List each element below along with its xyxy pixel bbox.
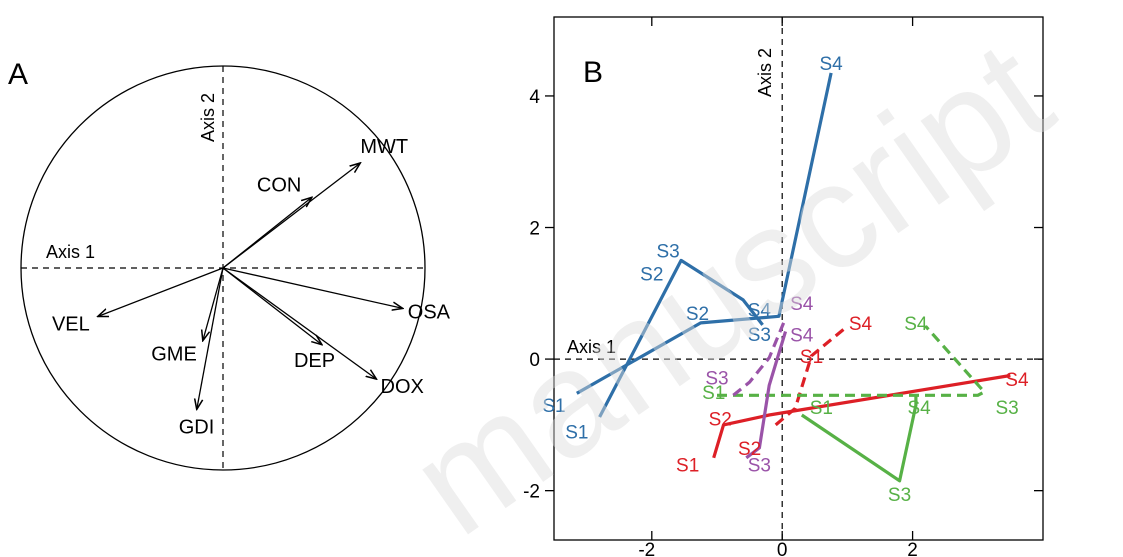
point-label: S4 [907,398,931,419]
vector-label-osa: OSA [408,301,451,323]
vector-arrow-gdi [197,267,224,409]
point-label: S3 [888,485,911,506]
x-tick-label: 0 [777,540,788,557]
x-tick-label: -2 [638,540,655,557]
trajectory-line-1 [576,72,833,395]
watermark: manuscript [382,8,1079,557]
point-label: S3 [748,325,771,346]
trajectory-line-7 [745,331,788,460]
point-label: S3 [748,455,771,476]
trajectory-line-8 [732,317,787,397]
vector-arrow-dep [222,267,322,345]
point-label: S1 [542,396,565,417]
point-label: S2 [640,265,663,286]
vector-arrow-con [222,197,312,269]
point-label: S3 [656,242,679,263]
point-label: S2 [709,409,732,430]
axis-2-label: Axis 2 [198,93,218,142]
point-label: S3 [705,369,728,390]
point-label: S1 [800,347,823,368]
point-label: S4 [819,54,843,75]
point-label: S4 [790,294,814,315]
point-label: S1 [565,422,588,443]
vector-label-con: CON [257,174,301,196]
panel-label: B [583,56,603,89]
y-tick-label: 2 [529,219,540,240]
vector-arrow-dox [222,267,377,379]
trajectory-line-6 [717,325,986,397]
trajectory-line-3 [712,373,1011,459]
point-label: S1 [810,398,833,419]
vector-arrow-gme [203,267,224,341]
plot-frame [553,16,1044,541]
axis-1-label: Axis 1 [46,242,95,262]
point-label: S2 [686,304,709,325]
vector-arrow-osa [222,267,403,308]
panel-label: A [8,58,28,91]
point-label: S4 [1005,370,1029,391]
vector-label-dox: DOX [381,376,424,398]
point-label: S4 [904,314,928,335]
point-label: S2 [738,439,761,460]
vector-label-dep: DEP [294,350,335,372]
point-label: S1 [702,383,725,404]
vector-label-mwt: MWT [360,136,408,158]
y-tick-label: -2 [523,482,540,503]
point-label: S3 [996,398,1019,419]
vector-arrow-vel [98,267,224,316]
x-tick-label: 2 [907,540,918,557]
point-label: S4 [790,326,814,347]
y-tick-label: 4 [529,87,540,108]
vector-label-gdi: GDI [179,416,215,438]
vector-label-vel: VEL [52,313,90,335]
panel-a-biplot: A Axis 1 Axis 2 MWT CON OSA DOX DEP VEL GME GDI [8,58,451,471]
point-label: S4 [748,301,772,322]
trajectory-line-4 [774,324,849,427]
y-tick-label: 0 [529,350,540,371]
point-label: S1 [676,455,699,476]
vector-label-gme: GME [151,344,197,366]
axis-1-label: Axis 1 [567,337,616,357]
trajectory-line-2 [598,258,764,418]
point-label: S4 [849,314,873,335]
axis-2-label: Axis 2 [755,48,775,97]
trajectory-line-5 [800,395,918,483]
